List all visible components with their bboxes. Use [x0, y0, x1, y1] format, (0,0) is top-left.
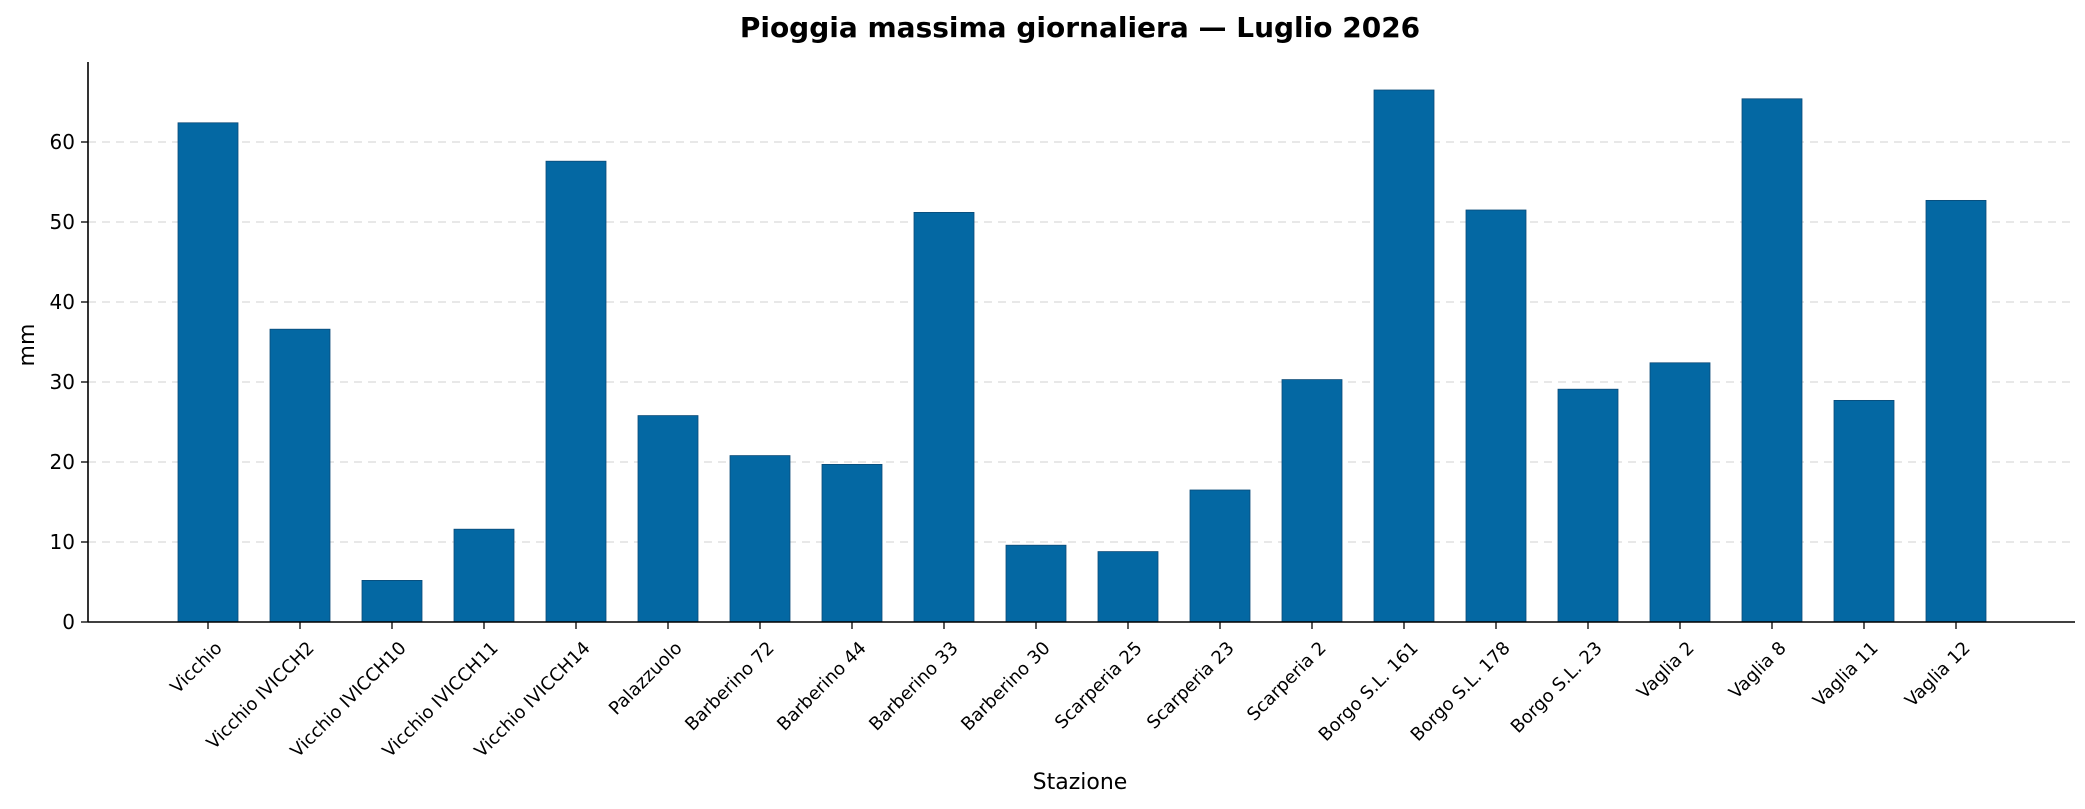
x-category-label: Barberino 30	[957, 638, 1054, 735]
x-category-label: Vaglia 11	[1809, 638, 1883, 712]
x-category-label: Scarperia 23	[1143, 638, 1239, 734]
x-category-label: Vaglia 8	[1725, 638, 1790, 703]
x-category-label: Borgo S.L. 178	[1407, 638, 1515, 746]
y-tick-label: 60	[50, 130, 75, 154]
x-category-label: Vicchio	[166, 638, 226, 698]
y-tick-label: 10	[50, 530, 75, 554]
bar	[637, 415, 699, 623]
bars-layer	[177, 89, 1987, 623]
x-category-label: Barberino 72	[681, 638, 778, 735]
bar	[1925, 199, 1987, 623]
bar	[1097, 551, 1159, 623]
x-category-label: Barberino 33	[865, 638, 962, 735]
x-category-label: Vaglia 2	[1633, 638, 1698, 703]
x-category-label: Vaglia 12	[1901, 638, 1975, 712]
bar	[1465, 209, 1527, 623]
bar	[1005, 544, 1067, 623]
x-axis-label: Stazione	[1033, 770, 1128, 795]
bar	[177, 122, 239, 623]
y-tick-label: 0	[62, 610, 75, 634]
bar	[1741, 98, 1803, 623]
bar	[1373, 89, 1435, 623]
y-tick-label: 30	[50, 370, 75, 394]
bar	[453, 528, 515, 623]
bar	[1557, 388, 1619, 623]
chart-title: Pioggia massima giornaliera — Luglio 202…	[740, 11, 1420, 44]
bar	[821, 463, 883, 623]
x-category-label: Palazzuolo	[605, 638, 687, 720]
x-category-label: Scarperia 2	[1243, 638, 1331, 726]
x-category-label: Scarperia 25	[1051, 638, 1147, 734]
bar	[545, 160, 607, 623]
bar	[269, 328, 331, 623]
bar	[361, 580, 423, 623]
bar	[1189, 489, 1251, 623]
y-ticks-layer: 0 10 20 30 40 50 60	[50, 130, 88, 634]
x-category-label: Borgo S.L. 23	[1507, 638, 1607, 738]
bar	[1649, 362, 1711, 623]
bar	[729, 455, 791, 623]
axes-layer	[87, 62, 2075, 623]
y-tick-label: 50	[50, 210, 75, 234]
bar	[1281, 379, 1343, 623]
y-tick-label: 40	[50, 290, 75, 314]
y-axis-label: mm	[15, 324, 40, 367]
x-category-label: Barberino 44	[773, 638, 870, 735]
x-category-label: Borgo S.L. 161	[1315, 638, 1423, 746]
y-tick-label: 20	[50, 450, 75, 474]
bar	[1833, 399, 1895, 623]
bar	[913, 211, 975, 623]
